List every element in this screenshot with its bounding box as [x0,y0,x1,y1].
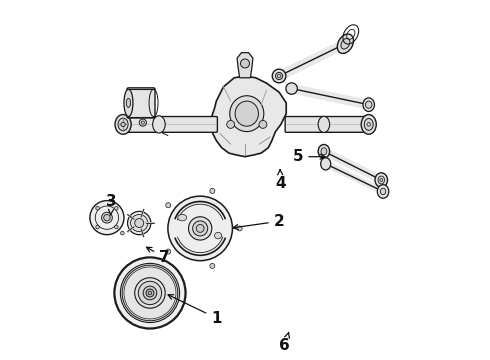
Ellipse shape [277,74,281,78]
Text: 1: 1 [168,295,221,325]
Ellipse shape [366,101,372,108]
Ellipse shape [126,98,131,107]
Ellipse shape [115,207,118,210]
Ellipse shape [320,158,331,170]
Text: 6: 6 [279,332,290,353]
Polygon shape [211,76,286,157]
Ellipse shape [380,188,386,195]
Ellipse shape [135,278,165,308]
Ellipse shape [115,114,131,134]
Ellipse shape [337,34,353,53]
Ellipse shape [210,188,215,193]
Text: 4: 4 [275,170,286,191]
Ellipse shape [380,179,383,181]
Ellipse shape [196,225,204,232]
Ellipse shape [131,215,148,231]
Text: 7: 7 [147,247,170,265]
Ellipse shape [124,89,133,117]
Ellipse shape [101,212,112,223]
Ellipse shape [178,215,187,221]
Ellipse shape [215,232,221,239]
Ellipse shape [121,122,125,127]
Ellipse shape [138,281,162,305]
Ellipse shape [121,231,124,235]
Ellipse shape [378,176,385,184]
Ellipse shape [361,114,376,134]
Polygon shape [237,53,253,78]
Ellipse shape [227,121,235,129]
Ellipse shape [318,116,330,132]
Ellipse shape [166,203,171,208]
Ellipse shape [104,215,110,221]
Ellipse shape [367,123,370,126]
FancyBboxPatch shape [285,117,371,132]
Ellipse shape [318,144,330,158]
Ellipse shape [143,286,157,300]
Ellipse shape [286,83,297,94]
Ellipse shape [193,221,208,236]
Ellipse shape [121,264,179,323]
Text: 5: 5 [293,149,325,164]
Ellipse shape [96,225,99,229]
Ellipse shape [230,96,264,132]
Ellipse shape [135,219,144,228]
Text: 3: 3 [106,194,117,215]
Ellipse shape [96,207,99,210]
Ellipse shape [341,39,350,49]
Ellipse shape [90,201,124,235]
Ellipse shape [166,249,171,254]
Ellipse shape [363,98,374,112]
Ellipse shape [377,185,389,198]
Ellipse shape [114,257,186,329]
FancyBboxPatch shape [127,88,155,118]
FancyBboxPatch shape [120,117,218,132]
Ellipse shape [127,211,151,235]
Ellipse shape [237,226,242,231]
Ellipse shape [139,119,147,126]
Ellipse shape [168,196,232,261]
Ellipse shape [153,116,165,133]
Ellipse shape [210,264,215,269]
Ellipse shape [148,291,152,295]
Ellipse shape [272,69,286,83]
Ellipse shape [118,118,128,131]
Ellipse shape [115,225,118,229]
Ellipse shape [259,121,267,129]
Text: 2: 2 [233,214,284,230]
Ellipse shape [275,72,283,80]
Ellipse shape [364,118,373,130]
Ellipse shape [375,173,388,187]
Ellipse shape [241,59,249,68]
Ellipse shape [235,101,258,126]
Ellipse shape [321,148,327,155]
Ellipse shape [146,289,154,297]
Ellipse shape [189,217,212,240]
Ellipse shape [141,121,145,124]
